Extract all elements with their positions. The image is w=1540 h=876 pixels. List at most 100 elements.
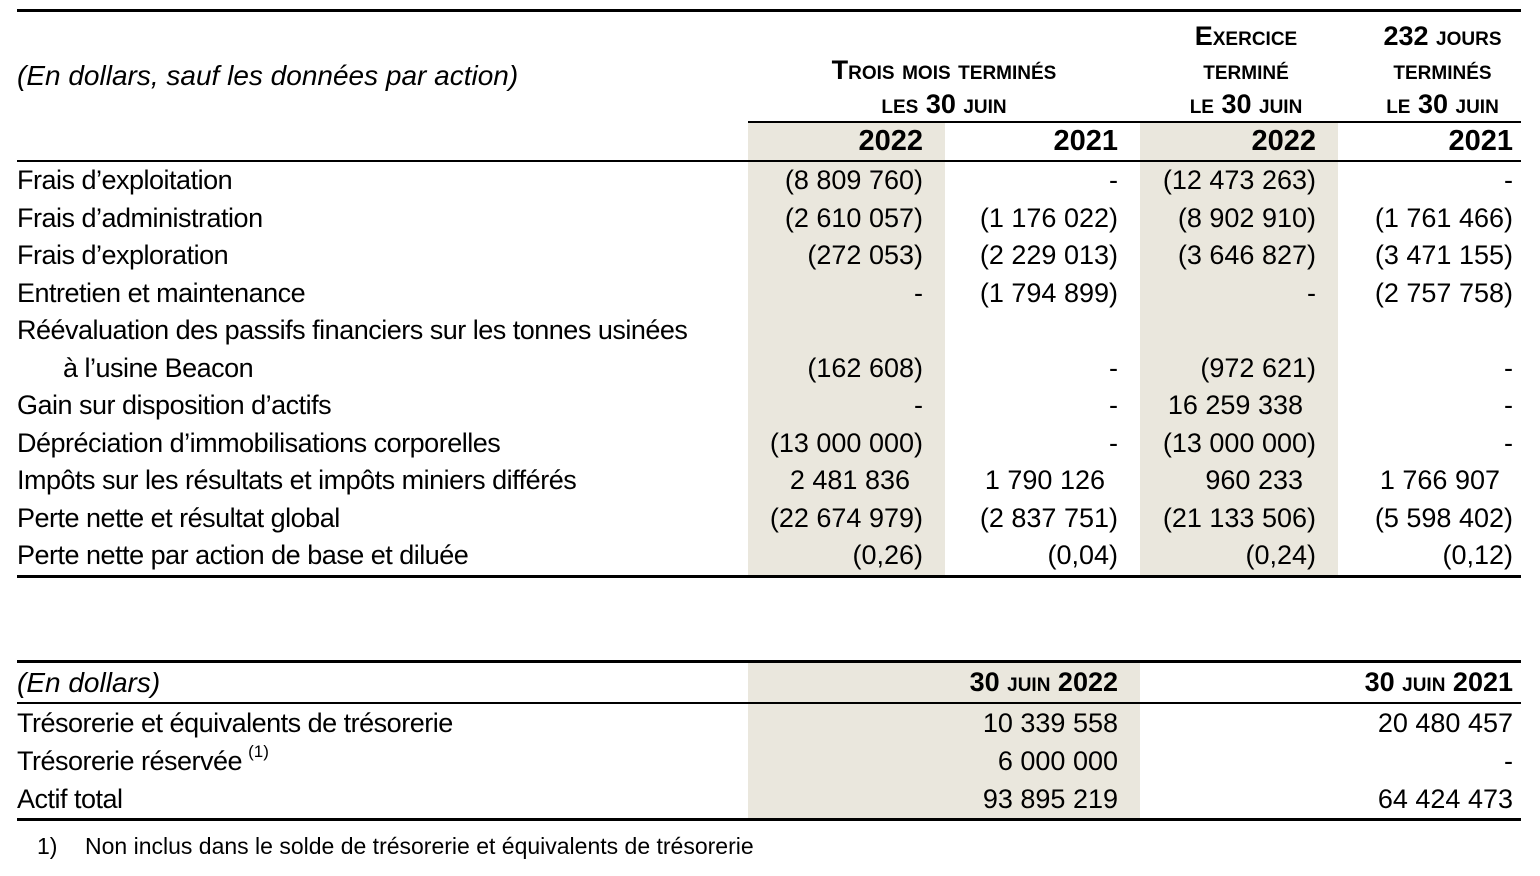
col-group-232-jours: 232 jours terminés le 30 juin (1338, 19, 1521, 121)
row-label: Actif total (17, 780, 748, 818)
table-row: Frais d’administration (2 610 057) (1 176 … (17, 199, 1521, 237)
row-label: à l’usine Beacon (63, 352, 254, 383)
col-group-line: le 30 juin (1386, 89, 1499, 119)
row-label: Réévaluation des passifs financiers sur … (17, 315, 688, 346)
value-cell (748, 312, 945, 350)
value-cell: - (748, 387, 945, 425)
row-label-text: Actif total (17, 783, 123, 814)
table-row: Entretien et maintenance - (1 794 899) - (2 … (17, 274, 1521, 312)
row-label: Perte nette et résultat global (17, 502, 340, 533)
value-cell: (0,04) (1047, 540, 1118, 571)
rule-under-groups (748, 121, 1521, 123)
table-row: Impôts sur les résultats et impôts minie… (17, 462, 1521, 500)
table-row: Trésorerie réservée (1) 6 000 000 - (17, 742, 1521, 780)
value-cell: (2 837 751) (979, 502, 1118, 533)
row-label: Dépréciation d’immobilisations corporell… (17, 427, 501, 458)
value-cell: (2 757 758) (1374, 277, 1513, 308)
row-label: Frais d’exploitation (17, 165, 233, 196)
rule-top (17, 660, 1521, 663)
value-cell: (3 646 827) (1140, 237, 1338, 275)
table-row: Frais d’exploration (272 053) (2 229 013) (… (17, 237, 1521, 275)
value-cell: - (1504, 427, 1513, 458)
balance-highlights-table: (En dollars) 30 juin 2022 30 juin 2021 T… (17, 660, 1521, 821)
value-cell: - (1140, 274, 1338, 312)
table-row: Dépréciation d’immobilisations corporell… (17, 424, 1521, 462)
table-row: Réévaluation des passifs financiers sur … (17, 312, 1521, 350)
date-header-2022: 30 juin 2022 (748, 663, 1140, 702)
value-cell: - (1109, 390, 1118, 421)
col-group-line: terminés (1393, 55, 1492, 85)
value-cell: (13 000 000) (1140, 424, 1338, 462)
value-cell: (13 000 000) (748, 424, 945, 462)
value-cell: (1 761 466) (1374, 202, 1513, 233)
row-label: Entretien et maintenance (17, 277, 306, 308)
value-cell: - (1109, 427, 1118, 458)
col-group-line: Trois mois terminés (831, 55, 1057, 85)
value-cell: - (1504, 165, 1513, 196)
row-label: Impôts sur les résultats et impôts minie… (17, 465, 577, 496)
col-group-line: terminé (1203, 55, 1289, 85)
value-cell (1140, 312, 1338, 350)
value-cell: (972 621) (1140, 349, 1338, 387)
year-header-2021-fy: 2021 (1448, 125, 1513, 157)
table-row: Trésorerie et équivalents de trésorerie 1… (17, 704, 1521, 742)
row-label: Trésorerie réservée (1) (17, 742, 748, 780)
table-row: Frais d’exploitation (8 809 760) - (12 473 … (17, 162, 1521, 200)
row-label: Frais d’exploration (17, 240, 229, 271)
value-cell (945, 312, 1140, 350)
table2-header: (En dollars) 30 juin 2022 30 juin 2021 (17, 663, 1521, 702)
rule-top (17, 9, 1521, 12)
col-group-three-months: Trois mois terminés les 30 juin (748, 53, 1140, 121)
value-cell: 20 480 457 (1377, 707, 1513, 738)
year-header-2021-q: 2021 (1053, 125, 1118, 157)
income-statement-table: (En dollars, sauf les données par action… (17, 9, 1521, 578)
row-label-text: Trésorerie et équivalents de trésorerie (17, 707, 453, 738)
table-row: Actif total 93 895 219 64 424 473 (17, 780, 1521, 818)
empty-cell (17, 123, 748, 160)
col-group-line: Exercice (1194, 21, 1298, 51)
value-cell: (0,12) (1442, 540, 1513, 571)
date-header-2021: 30 juin 2021 (1364, 667, 1513, 697)
row-label: Perte nette par action de base et diluée (17, 540, 469, 571)
value-cell: (12 473 263) (1140, 162, 1338, 200)
value-cell: (22 674 979) (748, 499, 945, 537)
year-header-2022-fy: 2022 (1140, 123, 1338, 160)
year-header-row: 2022 2021 2022 2021 (17, 123, 1521, 160)
value-cell: (0,24) (1140, 537, 1338, 575)
value-cell: (1 794 899) (979, 277, 1118, 308)
footnote-text: Non inclus dans le solde de trésorerie e… (85, 833, 754, 859)
value-cell: 16 259 338 (1140, 387, 1338, 425)
value-cell: (8 902 910) (1140, 199, 1338, 237)
col-group-exercice: Exercice terminé le 30 juin (1140, 19, 1338, 121)
value-cell: 1 790 126 (984, 465, 1105, 496)
units-note: (En dollars) (17, 666, 161, 698)
table-row: Perte nette par action de base et diluée… (17, 537, 1521, 575)
value-cell: 2 481 836 (748, 462, 945, 500)
rule-under-header (17, 702, 1521, 704)
value-cell: (3 471 155) (1374, 240, 1513, 271)
col-group-line: le 30 juin (1189, 89, 1303, 119)
value-cell: - (748, 274, 945, 312)
value-cell: (21 133 506) (1140, 499, 1338, 537)
value-cell: (2 610 057) (748, 199, 945, 237)
value-cell: (272 053) (748, 237, 945, 275)
value-cell (1338, 312, 1521, 350)
footnote-marker: 1) (37, 833, 58, 859)
value-cell: 6 000 000 (748, 742, 1140, 780)
value-cell: - (1504, 745, 1513, 776)
value-cell: 10 339 558 (748, 704, 1140, 742)
value-cell: 93 895 219 (748, 780, 1140, 818)
value-cell: - (1109, 165, 1118, 196)
col-group-line: les 30 juin (881, 89, 1007, 119)
table1-header: (En dollars, sauf les données par action… (17, 12, 1521, 121)
row-label: Gain sur disposition d’actifs (17, 390, 332, 421)
value-cell: 960 233 (1140, 462, 1338, 500)
rule-bottom (17, 574, 1521, 578)
footnote: 1) Non inclus dans le solde de trésoreri… (37, 833, 754, 860)
table-row: à l’usine Beacon (162 608) - (972 621) - (17, 349, 1521, 387)
value-cell: (1 176 022) (979, 202, 1118, 233)
value-cell: - (1504, 352, 1513, 383)
value-cell: - (1109, 352, 1118, 383)
row-label-text: Trésorerie réservée (17, 745, 243, 776)
